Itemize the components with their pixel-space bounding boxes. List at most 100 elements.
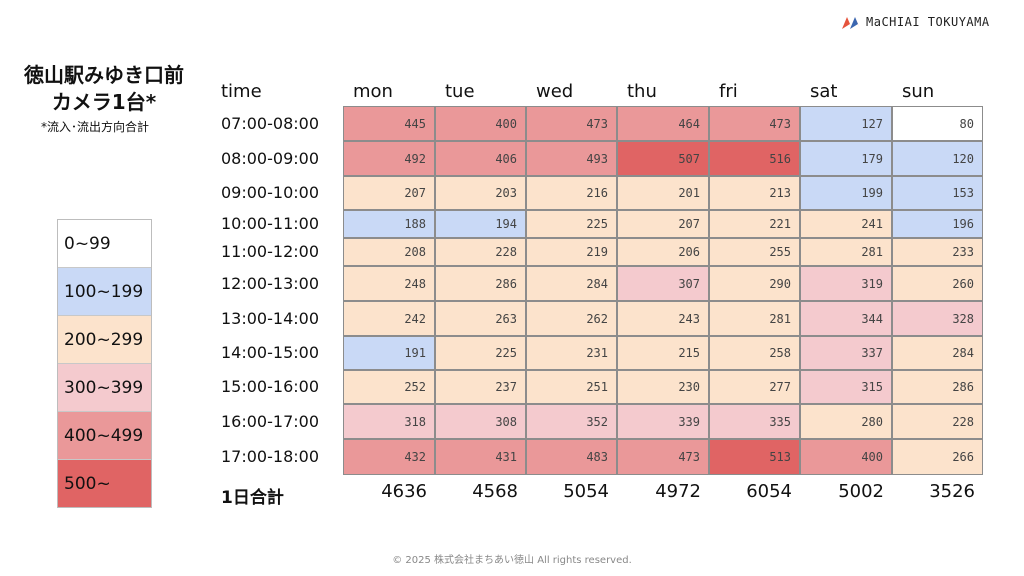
heatmap-cell: 191: [343, 336, 435, 370]
heatmap-cell: 493: [526, 141, 617, 176]
heatmap-cell: 196: [892, 210, 983, 238]
heatmap-cell: 281: [800, 238, 892, 266]
heatmap-cell: 432: [343, 439, 435, 475]
daily-total: 6054: [746, 481, 792, 502]
heatmap-cell: 284: [526, 266, 617, 301]
brand-mark-icon: [842, 17, 860, 29]
title-line-2: カメラ1台*: [51, 90, 157, 114]
heatmap-cell: 80: [892, 106, 983, 141]
heatmap-cell: 233: [892, 238, 983, 266]
time-slot-label: 15:00-16:00: [221, 377, 319, 396]
heatmap-cell: 237: [435, 370, 526, 404]
heatmap-cell: 179: [800, 141, 892, 176]
heatmap-cell: 281: [709, 301, 800, 336]
heatmap-cell: 199: [800, 176, 892, 210]
time-slot-label: 16:00-17:00: [221, 411, 319, 431]
daily-total: 4568: [472, 481, 518, 502]
heatmap-cell: 473: [526, 106, 617, 141]
heatmap-cell: 290: [709, 266, 800, 301]
total-label: 1日合計: [221, 488, 284, 508]
heatmap-cell: 120: [892, 141, 983, 176]
heatmap-cell: 153: [892, 176, 983, 210]
heatmap-cell: 241: [800, 210, 892, 238]
heatmap-cell: 228: [435, 238, 526, 266]
column-header: tue: [445, 81, 475, 102]
heatmap-cell: 286: [892, 370, 983, 404]
heatmap-cell: 337: [800, 336, 892, 370]
heatmap-cell: 400: [800, 439, 892, 475]
heatmap-cell: 307: [617, 266, 709, 301]
copyright-footer: © 2025 株式会社まちあい徳山 All rights reserved.: [392, 555, 632, 566]
heatmap-cell: 127: [800, 106, 892, 141]
heatmap-cell: 315: [800, 370, 892, 404]
heatmap-cell: 194: [435, 210, 526, 238]
heatmap-cell: 431: [435, 439, 526, 475]
heatmap-cell: 242: [343, 301, 435, 336]
heatmap-cell: 263: [435, 301, 526, 336]
heatmap-cell: 318: [343, 404, 435, 439]
time-slot-label: 14:00-15:00: [221, 343, 319, 362]
heatmap-cell: 255: [709, 238, 800, 266]
time-slot-label: 08:00-09:00: [221, 148, 319, 168]
heatmap-cell: 208: [343, 238, 435, 266]
heatmap-cell: 243: [617, 301, 709, 336]
heatmap-cell: 284: [892, 336, 983, 370]
time-slot-label: 12:00-13:00: [221, 273, 319, 293]
heatmap-cell: 445: [343, 106, 435, 141]
daily-total: 3526: [929, 481, 975, 502]
heatmap-cell: 513: [709, 439, 800, 475]
daily-total: 5002: [838, 481, 884, 502]
heatmap-cell: 221: [709, 210, 800, 238]
heatmap-cell: 252: [343, 370, 435, 404]
column-header: fri: [719, 81, 738, 102]
legend-item: 300~399: [58, 364, 151, 412]
heatmap-cell: 492: [343, 141, 435, 176]
time-slot-label: 13:00-14:00: [221, 308, 319, 328]
heatmap-cell: 258: [709, 336, 800, 370]
heatmap-cell: 328: [892, 301, 983, 336]
row-header-label: time: [221, 81, 262, 102]
heatmap-cell: 344: [800, 301, 892, 336]
color-legend: 0~99 100~199 200~299 300~399 400~499 500~: [57, 219, 152, 508]
heatmap-cell: 213: [709, 176, 800, 210]
page-title: 徳山駅みゆき口前 カメラ1台*: [0, 62, 208, 116]
heatmap-cell: 260: [892, 266, 983, 301]
heatmap-cell: 335: [709, 404, 800, 439]
heatmap-cell: 219: [526, 238, 617, 266]
heatmap-cell: 225: [435, 336, 526, 370]
brand-logo: MaCHIAI TOKUYAMA: [842, 12, 990, 32]
heatmap-cell: 215: [617, 336, 709, 370]
column-header: sun: [902, 81, 935, 102]
time-slot-label: 07:00-08:00: [221, 113, 319, 133]
legend-item: 200~299: [58, 316, 151, 364]
time-slot-label: 09:00-10:00: [221, 183, 319, 202]
heatmap-cell: 473: [617, 439, 709, 475]
time-slot-label: 11:00-12:00: [221, 242, 319, 261]
legend-item: 0~99: [58, 220, 151, 268]
heatmap-cell: 207: [617, 210, 709, 238]
brand-name: MaCHIAI TOKUYAMA: [866, 15, 990, 29]
heatmap-cell: 352: [526, 404, 617, 439]
title-line-1: 徳山駅みゆき口前: [24, 63, 184, 87]
heatmap-cell: 206: [617, 238, 709, 266]
daily-total: 4972: [655, 481, 701, 502]
time-slot-label: 17:00-18:00: [221, 447, 319, 466]
column-header: mon: [353, 81, 393, 102]
column-header: sat: [810, 81, 838, 102]
heatmap-cell: 286: [435, 266, 526, 301]
heatmap-cell: 230: [617, 370, 709, 404]
heatmap-cell: 207: [343, 176, 435, 210]
heatmap-cell: 464: [617, 106, 709, 141]
legend-item: 400~499: [58, 412, 151, 460]
heatmap-cell: 473: [709, 106, 800, 141]
heatmap-cell: 406: [435, 141, 526, 176]
heatmap-cell: 280: [800, 404, 892, 439]
heatmap-cell: 216: [526, 176, 617, 210]
heatmap-cell: 203: [435, 176, 526, 210]
heatmap-cell: 188: [343, 210, 435, 238]
heatmap-cell: 266: [892, 439, 983, 475]
heatmap-cell: 251: [526, 370, 617, 404]
heatmap-cell: 339: [617, 404, 709, 439]
legend-item: 500~: [58, 460, 151, 507]
heatmap-cell: 201: [617, 176, 709, 210]
